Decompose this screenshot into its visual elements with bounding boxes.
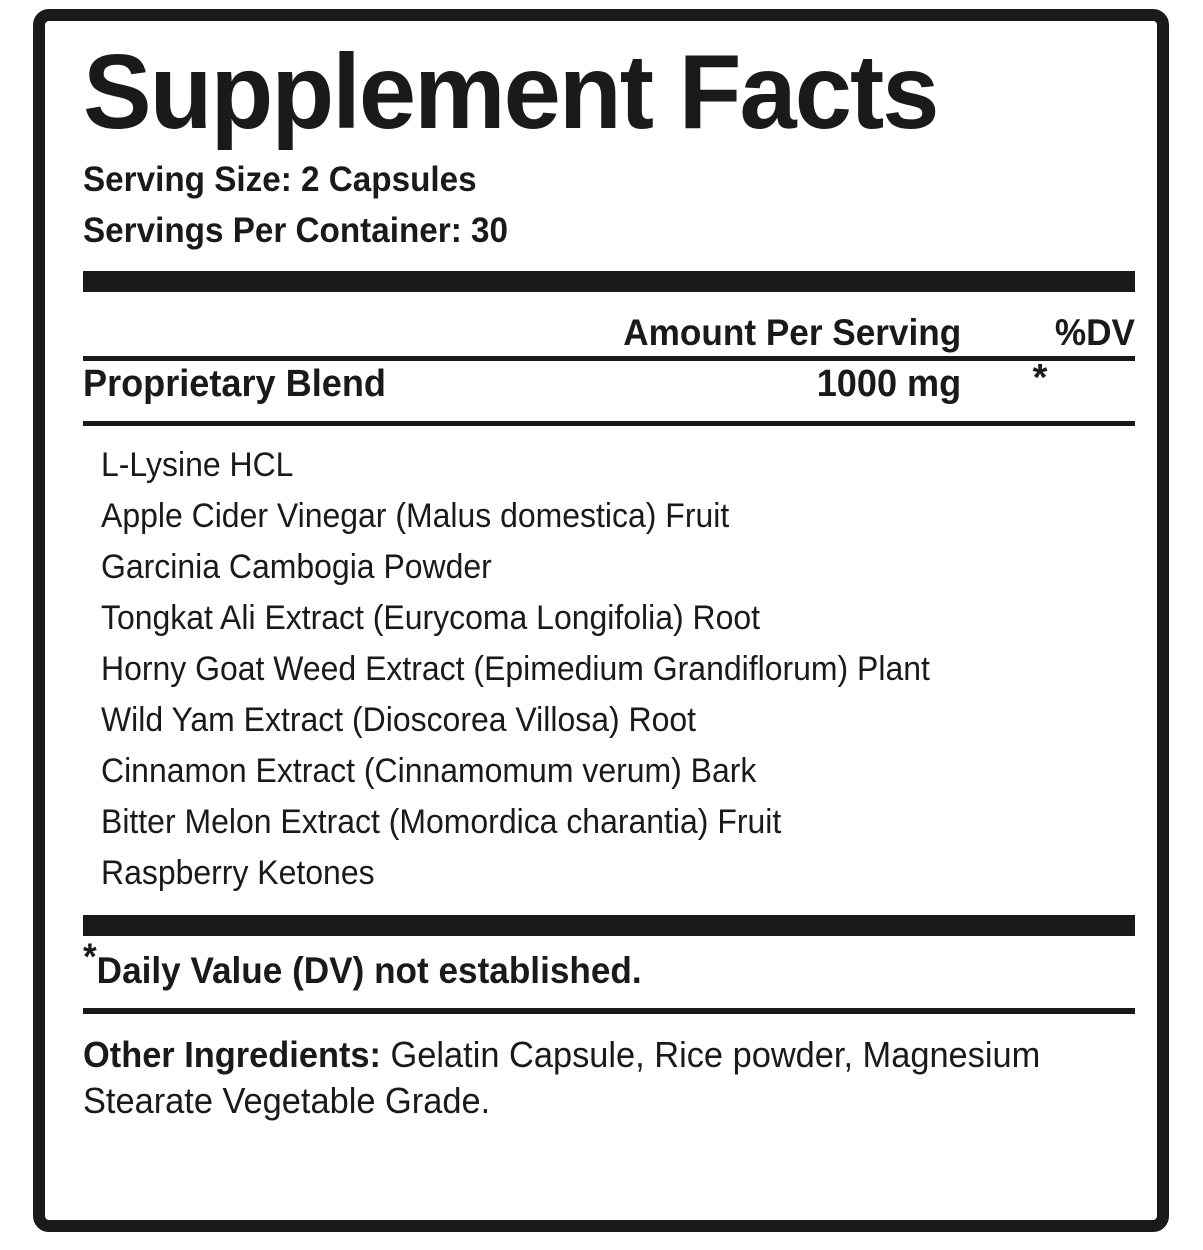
proprietary-blend-dv: * (1032, 356, 1048, 399)
rule-above-other-ingredients (83, 1007, 1135, 1014)
ingredient-item: Bitter Melon Extract (Momordica charanti… (101, 802, 782, 841)
serving-info: Serving Size: 2 Capsules Servings Per Co… (83, 155, 1135, 257)
footnote-text: Daily Value (DV) not established. (96, 949, 642, 991)
footnote-asterisk: * (83, 935, 97, 977)
facts-content: Supplement Facts Serving Size: 2 Capsule… (83, 39, 1135, 1124)
ingredient-item: Tongkat Ali Extract (Eurycoma Longifolia… (101, 598, 761, 637)
ingredient-item: Wild Yam Extract (Dioscorea Villosa) Roo… (101, 700, 697, 739)
facts-box-border: Supplement Facts Serving Size: 2 Capsule… (33, 9, 1169, 1232)
rule-under-blend-row (83, 420, 1135, 426)
ingredient-item: Cinnamon Extract (Cinnamomum verum) Bark (101, 751, 757, 790)
other-ingredients-text: Gelatin Capsule, Rice powder, Magnesium … (83, 1033, 1041, 1121)
amount-per-serving-header: Amount Per Serving (623, 311, 962, 353)
panel-title: Supplement Facts (83, 33, 939, 151)
ingredient-item: Horny Goat Weed Extract (Epimedium Grand… (101, 649, 930, 688)
column-header-row: Amount Per Serving %DV (83, 292, 1135, 356)
ingredient-item: Raspberry Ketones (101, 853, 375, 892)
proprietary-blend-row: Proprietary Blend 1000 mg * (83, 357, 1135, 421)
ingredient-list: L-Lysine HCL Apple Cider Vinegar (Malus d… (83, 426, 1135, 903)
rule-thick-bottom (83, 914, 1135, 936)
rule-thick-top (83, 270, 1135, 292)
proprietary-blend-amount: 1000 mg (816, 362, 962, 405)
ingredient-item: L-Lysine HCL (101, 445, 294, 484)
serving-size: Serving Size: 2 Capsules (83, 160, 477, 199)
ingredient-item: Apple Cider Vinegar (Malus domestica) Fr… (101, 496, 730, 535)
servings-per-container: Servings Per Container: 30 (83, 210, 509, 250)
rule-under-column-header (83, 355, 1135, 361)
ingredient-item: Garcinia Cambogia Powder (101, 547, 492, 586)
daily-value-header: %DV (1054, 311, 1135, 353)
other-ingredients-heading: Other Ingredients: (83, 1033, 381, 1075)
other-ingredients: Other Ingredients: Gelatin Capsule, Rice… (83, 1014, 1128, 1124)
daily-value-footnote: *Daily Value (DV) not established. (83, 936, 1082, 1008)
proprietary-blend-name: Proprietary Blend (83, 362, 386, 405)
